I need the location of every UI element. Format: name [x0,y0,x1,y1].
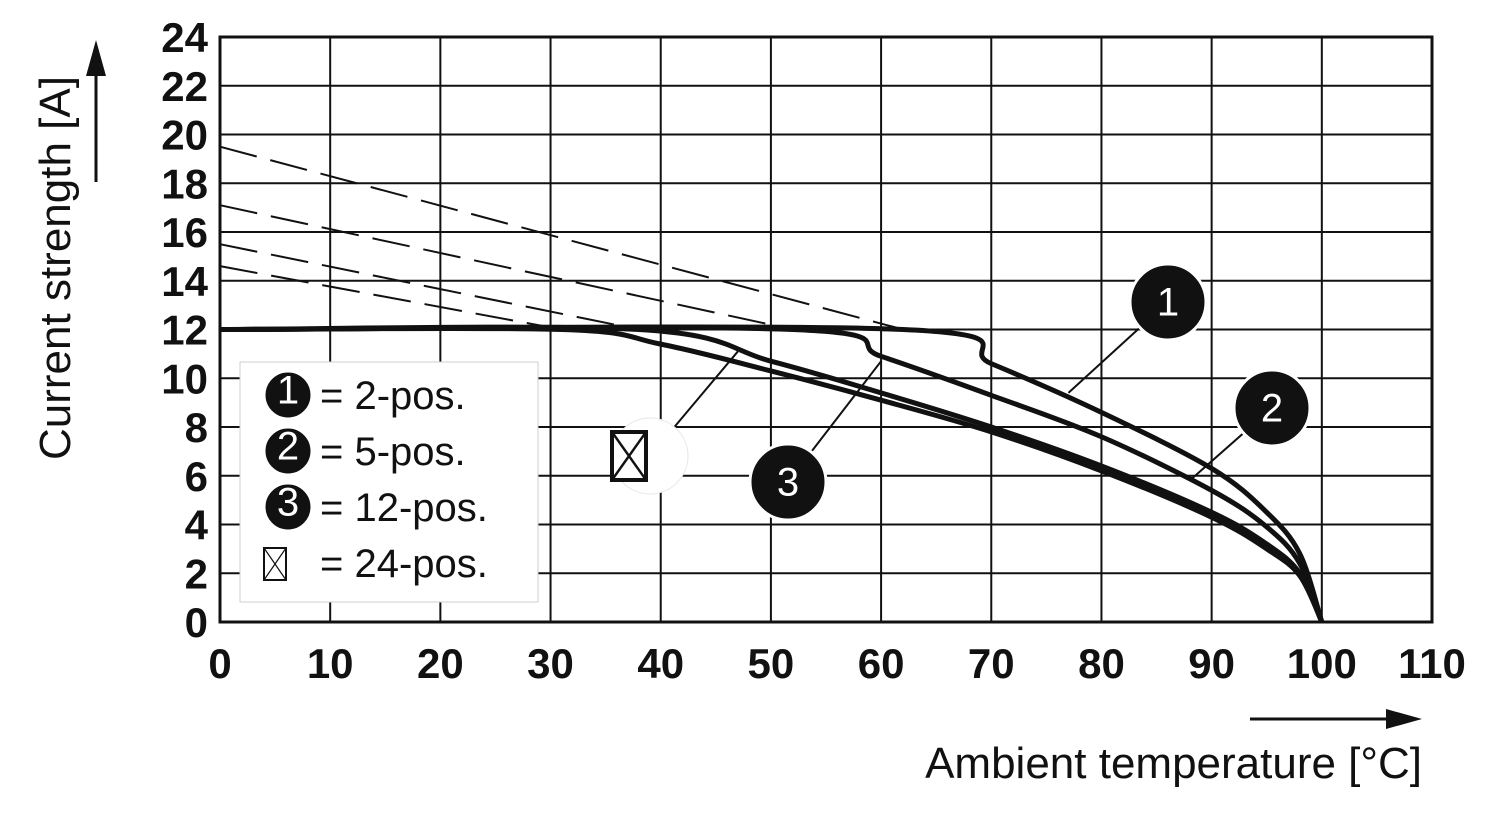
y-axis-arrow [86,40,106,182]
extrapolation-line [219,265,562,331]
legend-marker-2: 2 [262,425,314,477]
callout-badge-1: 1 [1128,262,1208,342]
y-tick-label: 12 [161,307,208,354]
plot-frame [218,35,1434,624]
y-tick-label: 18 [161,160,208,207]
x-tick-label: 20 [417,640,464,687]
legend: 1 = 2-pos. 2 = 5-pos. 3 = 12-pos. = 24-pos. [239,361,539,603]
y-tick-label: 14 [161,258,208,305]
extrapolation-line [219,145,904,331]
callout-badge-2: 2 [1232,368,1312,448]
x-tick-label: 60 [858,640,905,687]
x-tick-label: 0 [208,640,231,687]
x-tick-label: 30 [527,640,574,687]
badge-circle [1232,368,1312,448]
legend-entry-label: = 5-pos. [320,430,466,474]
y-tick-label: 20 [161,112,208,159]
callout-badge-3: 3 [748,442,828,522]
y-tick-label: 22 [161,63,208,110]
x-tick-label: 40 [637,640,684,687]
series-line [219,324,1325,624]
derating-curves [219,324,1325,624]
series-line [219,325,1325,624]
y-tick-label: 0 [185,599,208,646]
callout-24-pos-marker [610,430,648,482]
legend-marker-3: 3 [262,481,314,533]
y-tick-label: 10 [161,355,208,402]
badge-number: 1 [1157,281,1179,325]
badge-circle [262,425,314,477]
plot-border [218,35,1434,624]
x-tick-labels: 0 10 20 30 40 50 60 70 80 90 100 110 [208,640,1466,687]
badge-circle [1128,262,1208,342]
legend-entry-label: = 2-pos. [320,374,466,418]
crossed-box-diagonal [263,547,287,581]
legend-entry-label: = 12-pos. [320,486,488,530]
badge-number: 1 [277,369,299,413]
x-tick-label: 80 [1078,640,1125,687]
badge-number: 3 [277,481,299,525]
y-tick-label: 16 [161,209,208,256]
x-tick-label: 110 [1398,640,1466,687]
x-tick-label: 10 [307,640,354,687]
y-tick-label: 24 [161,14,208,61]
badge-circle [748,442,828,522]
legend-marker-1: 1 [262,369,314,421]
y-tick-label: 2 [185,550,208,597]
extrapolation-lines [219,145,904,331]
x-tick-label: 90 [1188,640,1235,687]
x-tick-label: 50 [748,640,795,687]
y-axis-label: Current strength [A] [31,76,80,460]
x-tick-label: 100 [1287,640,1357,687]
badge-number: 2 [1261,387,1283,431]
y-tick-label: 4 [185,502,209,549]
extrapolation-line [219,243,639,331]
y-tick-label: 6 [185,453,208,500]
legend-marker-crossed-box [263,547,287,581]
curve-callouts: 1 2 3 [610,262,1312,522]
badge-circle [262,369,314,421]
extrapolation-line [219,204,794,331]
series-line [219,325,1325,623]
x-axis-label: Ambient temperature [°C] [925,739,1422,788]
badge-number: 3 [777,461,799,505]
y-tick-label: 8 [185,404,208,451]
badge-number: 2 [277,425,299,469]
badge-circle [262,481,314,533]
x-tick-label: 70 [968,640,1015,687]
legend-entry-label: = 24-pos. [320,542,488,586]
crossed-box-diagonal [611,431,647,481]
x-axis-arrow [1250,709,1422,729]
